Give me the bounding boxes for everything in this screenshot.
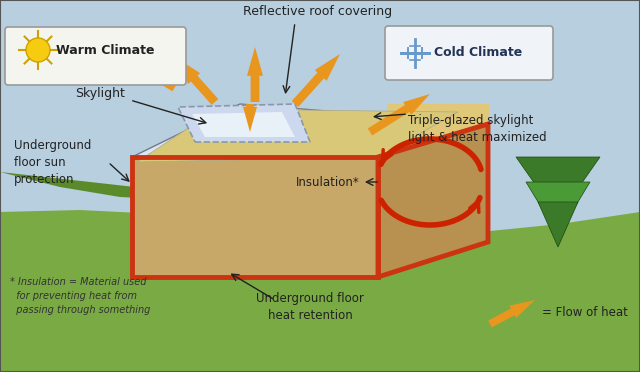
- Polygon shape: [132, 104, 488, 157]
- Bar: [551, 187, 565, 232]
- Polygon shape: [0, 172, 200, 372]
- Circle shape: [26, 38, 50, 62]
- Polygon shape: [378, 104, 490, 157]
- Polygon shape: [243, 104, 257, 132]
- Polygon shape: [538, 202, 578, 247]
- Text: Cold Climate: Cold Climate: [434, 46, 522, 60]
- Polygon shape: [132, 157, 378, 277]
- Text: Insulation*: Insulation*: [296, 176, 360, 189]
- Polygon shape: [368, 94, 430, 135]
- Polygon shape: [192, 112, 295, 137]
- Polygon shape: [516, 157, 600, 217]
- Polygon shape: [137, 109, 458, 162]
- Text: * Insulation = Material used
  for preventing heat from
  passing through someth: * Insulation = Material used for prevent…: [10, 277, 150, 315]
- Polygon shape: [526, 182, 590, 235]
- Text: Skylight: Skylight: [75, 87, 125, 100]
- Polygon shape: [488, 300, 535, 327]
- Polygon shape: [378, 124, 488, 277]
- Text: = Flow of heat: = Flow of heat: [542, 305, 628, 318]
- Polygon shape: [178, 104, 310, 142]
- Text: Triple-glazed skylight
light & heat maximized: Triple-glazed skylight light & heat maxi…: [408, 114, 547, 144]
- Polygon shape: [0, 210, 640, 372]
- Polygon shape: [90, 37, 177, 91]
- Text: Underground
floor sun
protection: Underground floor sun protection: [14, 138, 92, 186]
- FancyBboxPatch shape: [5, 27, 186, 85]
- Text: Warm Climate: Warm Climate: [56, 44, 154, 57]
- Polygon shape: [292, 54, 340, 107]
- Text: Underground floor
heat retention: Underground floor heat retention: [256, 292, 364, 322]
- Polygon shape: [175, 57, 218, 105]
- Polygon shape: [247, 47, 263, 102]
- FancyBboxPatch shape: [385, 26, 553, 80]
- Text: Reflective roof covering: Reflective roof covering: [243, 6, 392, 19]
